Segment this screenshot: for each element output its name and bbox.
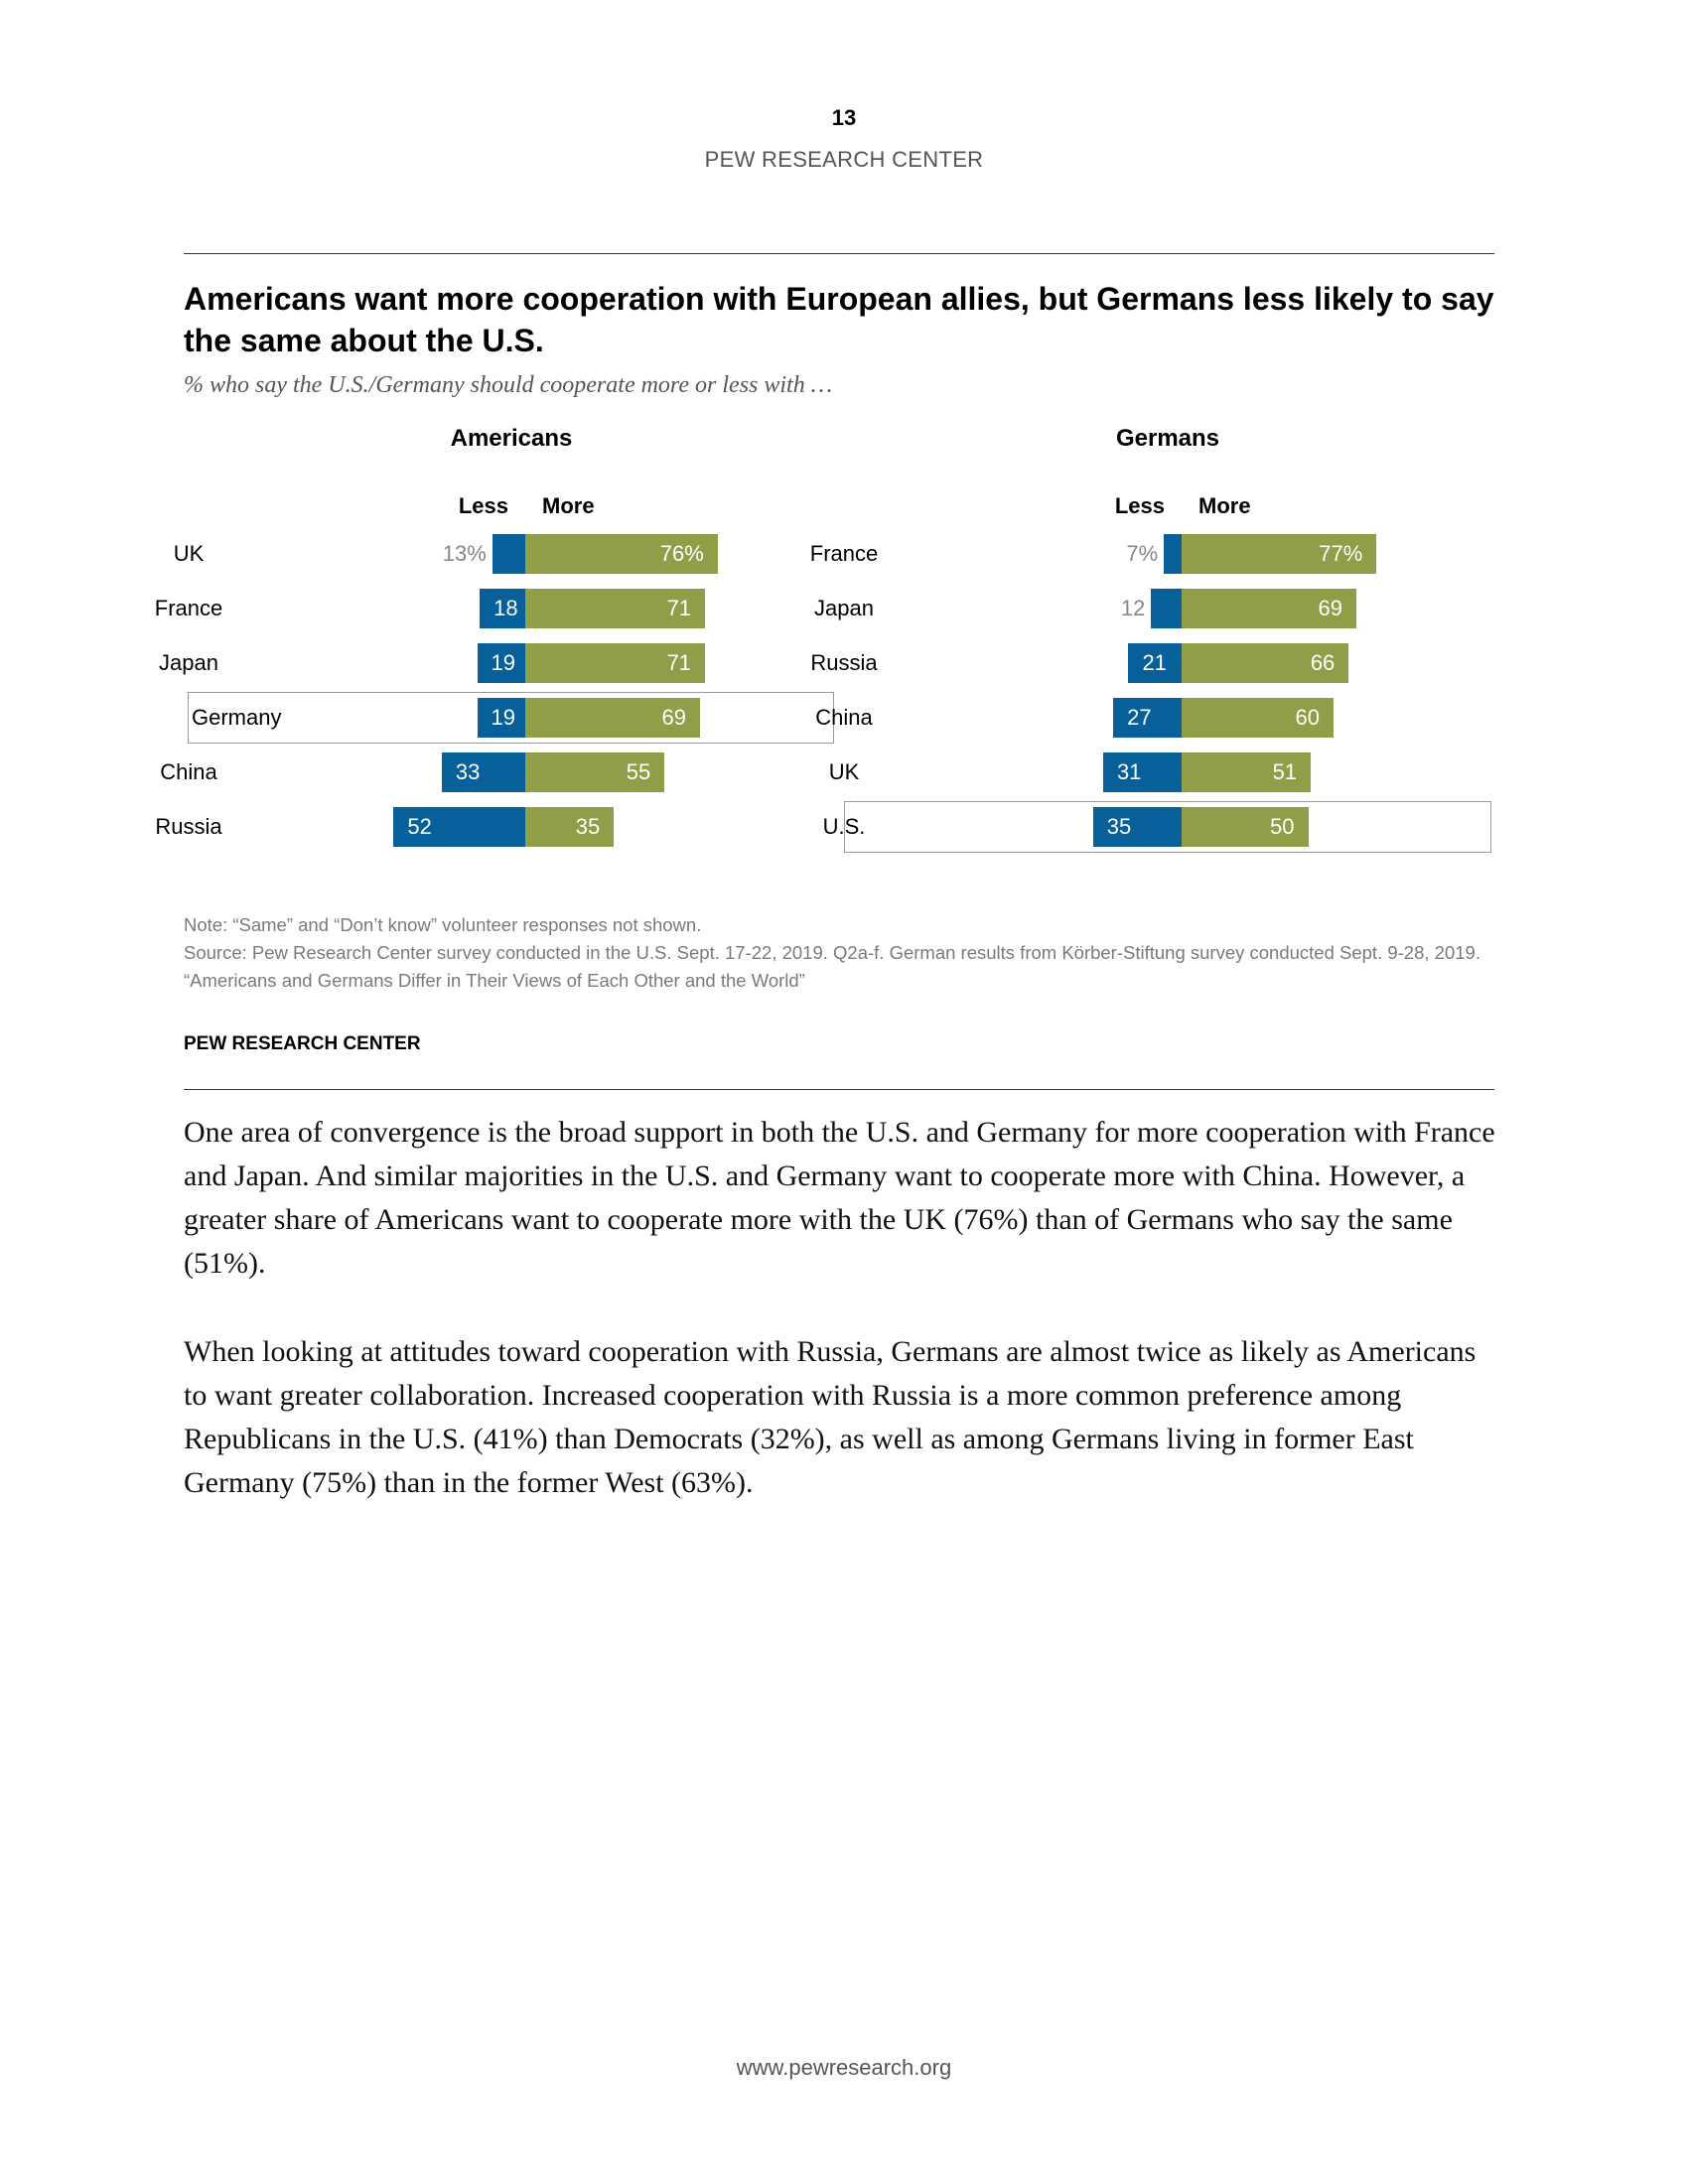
category-label: China [160, 759, 217, 784]
data-label-less: 12 [1120, 596, 1146, 620]
data-label-more: 35 [575, 814, 601, 839]
bar-less [480, 589, 525, 628]
data-label-less: 13% [442, 541, 487, 566]
bar-less [1151, 589, 1182, 628]
category-label: Russia [810, 650, 878, 675]
bar-less [393, 807, 525, 847]
category-label: Germany [192, 705, 282, 730]
category-label: Russia [155, 814, 222, 839]
highlight-box [844, 801, 1491, 853]
data-label-less: 35 [1106, 814, 1132, 839]
category-label: Japan [159, 650, 218, 675]
data-label-more: 66 [1310, 650, 1336, 675]
bar-less [1102, 752, 1182, 792]
bar-more [1182, 643, 1349, 683]
data-label-less: 18 [493, 596, 518, 620]
data-label-more: 77% [1319, 541, 1363, 566]
data-label-more: 71 [666, 596, 692, 620]
bar-less [477, 698, 525, 738]
bar-more [525, 589, 706, 628]
bar-more [525, 752, 665, 792]
bar-less [477, 643, 525, 683]
data-label-less: 19 [491, 705, 516, 730]
category-label: China [815, 705, 873, 730]
footer-url: www.pewresearch.org [736, 2055, 952, 2080]
running-head: PEW RESEARCH CENTER [704, 147, 984, 172]
more-column-header: More [542, 493, 595, 518]
page-number: 13 [831, 105, 857, 130]
data-label-more: 55 [626, 759, 651, 784]
bar-more [1182, 698, 1334, 738]
data-label-more: 69 [661, 705, 686, 730]
less-column-header: Less [458, 493, 508, 518]
bar-more [525, 807, 615, 847]
data-label-less: 7% [1126, 541, 1159, 566]
bar-more [525, 698, 700, 738]
bar-less [492, 534, 525, 574]
data-label-more: 60 [1295, 705, 1320, 730]
bar-more [1182, 589, 1356, 628]
bar-less [1128, 643, 1182, 683]
less-column-header: Less [1114, 493, 1165, 518]
data-label-less: 21 [1142, 650, 1167, 675]
category-label: UK [828, 759, 860, 784]
body-paragraph-2: When looking at attitudes toward coopera… [184, 1335, 1477, 1499]
data-label-more: 76% [659, 541, 704, 566]
more-column-header: More [1198, 493, 1251, 518]
data-label-less: 52 [407, 814, 432, 839]
bar-less [1113, 698, 1182, 738]
figure-source: Source: Pew Research Center survey condu… [184, 942, 1480, 963]
bar-less [1164, 534, 1182, 574]
bottom-rule [184, 1089, 1494, 1090]
category-label: France [809, 541, 879, 566]
bar-more [1182, 534, 1377, 574]
figure-subtitle: % who say the U.S./Germany should cooper… [184, 372, 833, 398]
figure-note: Note: “Same” and “Don’t know” volunteer … [184, 914, 702, 935]
data-label-more: 71 [666, 650, 692, 675]
category-label: UK [173, 541, 205, 566]
panel-title-germans: Germans [1115, 425, 1220, 452]
bar-more [1182, 807, 1309, 847]
figure-title: Americans want more cooperation with Eur… [184, 281, 1494, 358]
figure-credit: PEW RESEARCH CENTER [184, 1033, 421, 1054]
data-label-less: 19 [491, 650, 516, 675]
bar-more [1182, 752, 1312, 792]
highlight-box [188, 692, 834, 744]
data-label-more: 51 [1272, 759, 1298, 784]
data-label-more: 69 [1318, 596, 1342, 620]
body-paragraph-1: One area of convergence is the broad sup… [184, 1116, 1495, 1280]
top-rule [184, 253, 1494, 254]
figure-notes: Note: “Same” and “Don’t know” volunteer … [184, 911, 1494, 995]
panel-title-americans: Americans [450, 425, 573, 452]
figure-report-title: “Americans and Germans Differ in Their V… [184, 970, 805, 991]
bar-more [525, 643, 706, 683]
bar-less [1092, 807, 1182, 847]
data-label-less: 33 [455, 759, 481, 784]
category-label: U.S. [822, 814, 866, 839]
bar-less [441, 752, 525, 792]
data-label-less: 31 [1116, 759, 1142, 784]
category-label: France [154, 596, 223, 620]
category-label: Japan [814, 596, 874, 620]
data-label-less: 27 [1127, 705, 1152, 730]
data-label-more: 50 [1270, 814, 1295, 839]
bar-more [525, 534, 718, 574]
